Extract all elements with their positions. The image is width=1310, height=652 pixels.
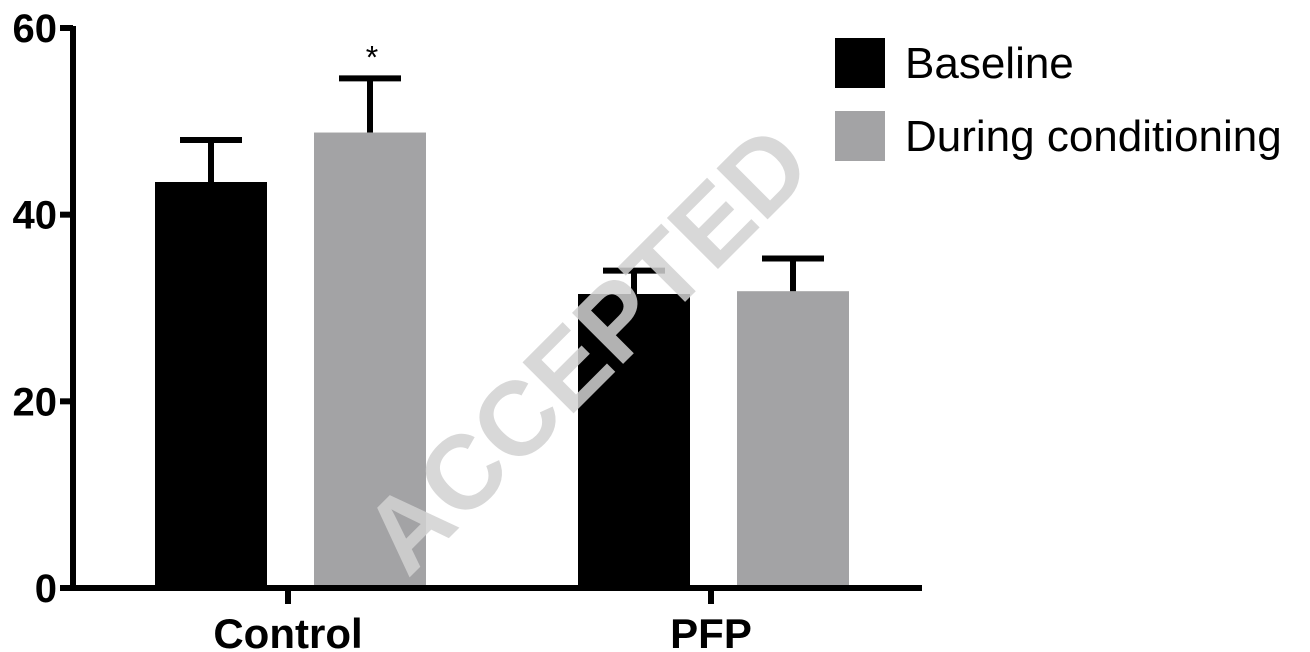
annotations-layer: * [366,39,378,75]
bar-control-baseline [155,182,267,588]
bar-control-during-conditioning [314,132,426,589]
bar-pfp-during-conditioning [737,291,849,588]
x-tick-label-control: Control [213,610,362,652]
legend: Baseline During conditioning [835,38,1282,161]
bar-pfp-baseline [578,294,690,588]
axes-layer [60,25,922,604]
y-tick-label: 20 [13,380,58,424]
y-tick-label: 40 [13,194,58,238]
x-tick-label-pfp: PFP [670,610,752,652]
legend-label-baseline: Baseline [905,39,1074,88]
bars-layer [155,132,849,589]
y-tick-label: 60 [13,7,58,51]
y-tick-label: 0 [35,567,57,611]
error-bars-layer [180,75,824,294]
significance-star: * [366,39,378,75]
tick-labels-layer: 0 20 40 60 Control PFP [13,7,752,652]
legend-label-during-conditioning: During conditioning [905,112,1282,161]
legend-swatch-baseline [835,38,885,88]
legend-swatch-during-conditioning [835,111,885,161]
